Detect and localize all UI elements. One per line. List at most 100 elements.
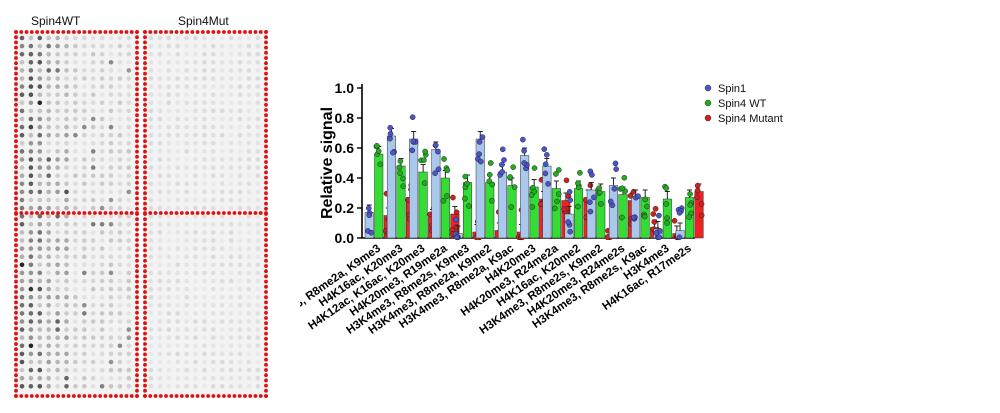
bar xyxy=(463,182,473,239)
replicate-point xyxy=(409,147,416,154)
replicate-point xyxy=(422,148,428,155)
replicate-point xyxy=(462,195,468,202)
replicate-point xyxy=(611,185,618,192)
replicate-point xyxy=(529,204,536,210)
replicate-point xyxy=(686,214,693,220)
legend-marker xyxy=(704,99,712,107)
replicate-point xyxy=(698,212,705,219)
replicate-point xyxy=(489,181,496,188)
replicate-point xyxy=(435,166,442,173)
replicate-point xyxy=(627,193,634,199)
replicate-point xyxy=(563,177,570,184)
replicate-point xyxy=(487,160,494,166)
replicate-point xyxy=(531,165,538,171)
replicate-point xyxy=(400,183,407,189)
replicate-point xyxy=(542,170,549,177)
bar xyxy=(485,182,495,239)
replicate-point xyxy=(489,197,495,204)
array-image-spin4wt xyxy=(14,30,139,398)
replicate-point xyxy=(528,192,535,198)
replicate-point xyxy=(441,156,447,162)
replicate-point xyxy=(510,164,516,170)
replicate-point xyxy=(671,217,678,224)
bar xyxy=(596,191,606,239)
y-tick-label: 0.0 xyxy=(335,230,355,246)
replicate-point xyxy=(511,184,518,190)
replicate-point xyxy=(444,167,451,174)
replicate-point xyxy=(377,161,384,168)
replicate-point xyxy=(676,234,683,241)
replicate-point xyxy=(396,164,403,171)
replicate-point xyxy=(566,189,573,195)
replicate-point xyxy=(656,234,662,241)
y-tick-label: 0.4 xyxy=(335,170,355,186)
replicate-point xyxy=(554,198,560,205)
y-tick-label: 0.2 xyxy=(335,200,355,216)
array-image-spin4mut xyxy=(143,30,268,398)
replicate-point xyxy=(450,194,456,201)
replicate-point xyxy=(387,135,393,142)
replicate-point xyxy=(366,212,373,219)
y-tick-label: 1.0 xyxy=(335,80,355,96)
legend-label: Spin1 xyxy=(718,83,746,95)
replicate-point xyxy=(365,205,372,212)
replicate-point xyxy=(687,202,694,208)
y-tick-label: 0.8 xyxy=(335,110,355,126)
replicate-point xyxy=(664,220,670,226)
replicate-point xyxy=(444,193,450,199)
replicate-point xyxy=(551,205,558,212)
relative-signal-chart: 0.0 0.2 0.4 0.6 0.8 1.0 Relative signal H3K4me3… xyxy=(256,0,1000,408)
replicate-point xyxy=(565,219,571,225)
replicate-point xyxy=(587,208,594,215)
replicate-point xyxy=(556,167,562,173)
legend-marker xyxy=(704,114,712,122)
replicate-point xyxy=(541,146,548,152)
bar xyxy=(409,138,419,239)
replicate-point xyxy=(387,130,394,137)
replicate-point xyxy=(577,170,583,176)
replicate-point xyxy=(464,180,470,187)
replicate-point xyxy=(421,180,428,186)
replicate-point xyxy=(545,181,551,187)
replicate-point xyxy=(598,201,604,207)
replicate-point xyxy=(409,114,416,120)
replicate-point xyxy=(663,201,669,207)
protein-array-blots: Spin4WT Spin4Mut xyxy=(0,0,285,408)
legend-label: Spin4 Mutant xyxy=(718,113,783,125)
replicate-point xyxy=(613,166,619,172)
replicate-point xyxy=(596,185,602,191)
bar xyxy=(431,149,441,239)
replicate-point xyxy=(542,161,549,168)
replicate-point xyxy=(520,136,526,143)
replicate-point xyxy=(687,191,693,197)
replicate-point xyxy=(453,216,459,223)
replicate-point xyxy=(462,173,469,180)
replicate-point xyxy=(642,196,649,203)
replicate-point xyxy=(466,203,472,209)
panel-label-spin4mut: Spin4Mut xyxy=(178,14,229,28)
replicate-point xyxy=(476,151,482,157)
replicate-point xyxy=(387,124,394,131)
replicate-point xyxy=(694,187,701,194)
panel-label-spin4wt: Spin4WT xyxy=(31,14,81,28)
replicate-point xyxy=(575,203,581,210)
replicate-point xyxy=(612,160,619,167)
replicate-point xyxy=(453,209,460,216)
replicate-point xyxy=(650,211,657,217)
replicate-point xyxy=(553,171,559,177)
replicate-point xyxy=(486,171,493,178)
replicate-point xyxy=(499,161,505,168)
replicate-point xyxy=(397,158,404,164)
replicate-point xyxy=(641,213,648,220)
replicate-point xyxy=(656,212,662,219)
replicate-point xyxy=(567,197,573,203)
replicate-point xyxy=(521,147,527,154)
replicate-point xyxy=(619,185,626,192)
bar xyxy=(497,171,507,239)
replicate-point xyxy=(589,172,595,178)
replicate-point xyxy=(432,142,439,149)
y-tick-label: 0.6 xyxy=(335,140,355,156)
replicate-point xyxy=(693,194,700,201)
array-panel-spin4mut xyxy=(143,30,268,398)
replicate-point xyxy=(621,174,628,181)
